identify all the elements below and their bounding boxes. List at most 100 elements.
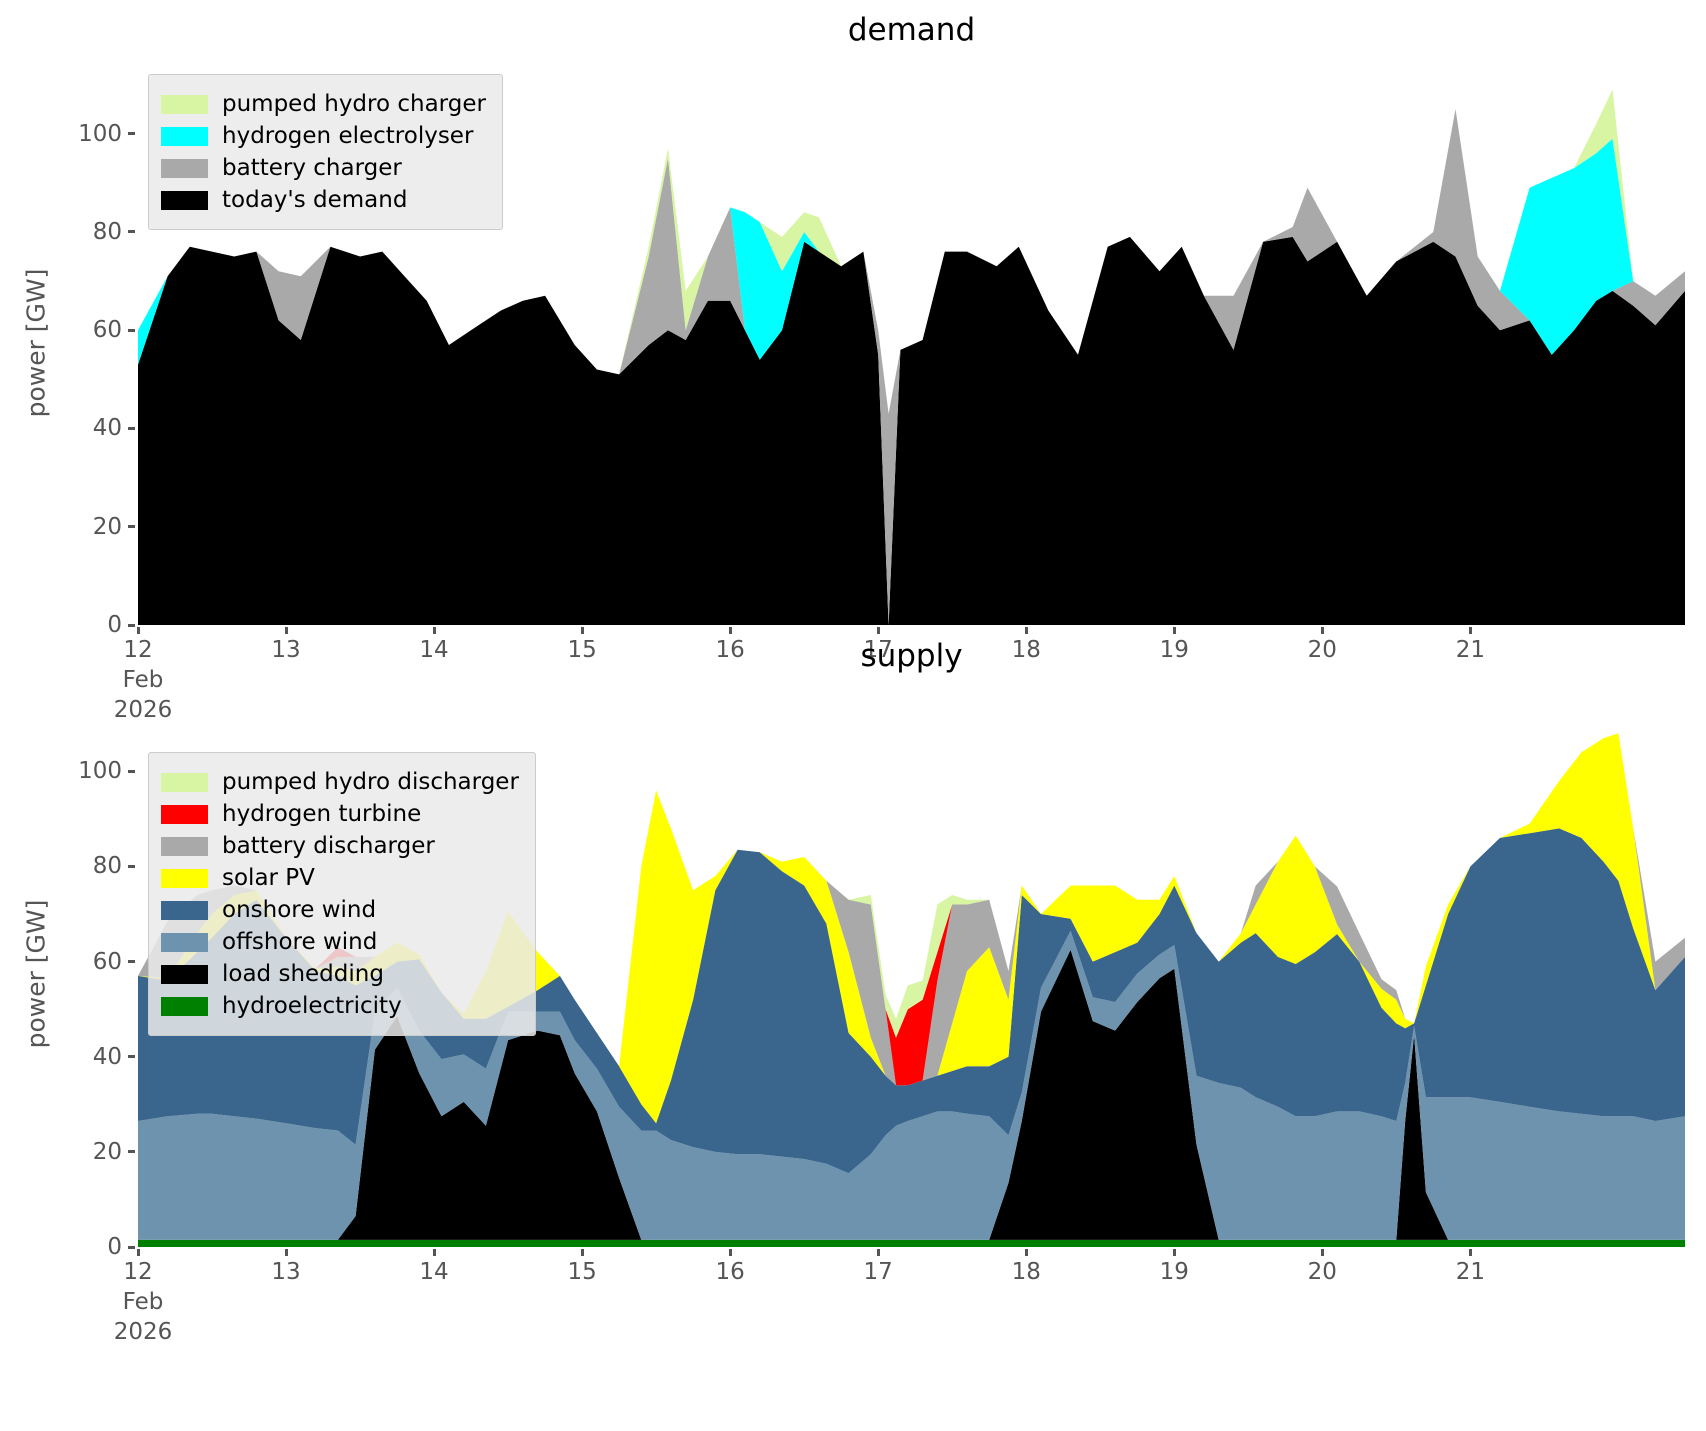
legend-item: hydrogen electrolyser (161, 123, 486, 149)
date-label: 2026 (113, 1319, 173, 1345)
x-tick-label: 19 (1159, 637, 1189, 663)
legend-swatch (161, 772, 208, 792)
legend-label: hydroelectricity (222, 993, 402, 1019)
y-tick-mark (128, 328, 135, 332)
legend-label: hydrogen turbine (222, 801, 422, 827)
legend-swatch (161, 804, 208, 824)
x-tick-label: 17 (863, 637, 893, 663)
y-tick-label: 60 (92, 948, 122, 975)
supply-title: supply (860, 638, 963, 674)
y-tick-label: 100 (78, 758, 122, 785)
legend-swatch (161, 94, 208, 114)
x-tick-mark (1320, 627, 1324, 634)
legend-label: battery discharger (222, 833, 435, 859)
legend-item: today's demand (161, 187, 486, 213)
supply-legend: pumped hydro discharger hydrogen turbine b… (148, 752, 536, 1036)
legend-swatch (161, 996, 208, 1016)
legend-item: solar PV (161, 865, 519, 891)
y-tick-label: 40 (92, 1043, 122, 1070)
x-tick-label: 14 (419, 637, 449, 663)
x-tick-mark (1024, 627, 1028, 634)
legend-swatch (161, 900, 208, 920)
legend-item: pumped hydro discharger (161, 769, 519, 795)
x-tick-mark (432, 627, 436, 634)
hydroelectricity-area (138, 1239, 1685, 1247)
y-tick-mark (128, 1055, 135, 1059)
legend-item: hydroelectricity (161, 993, 519, 1019)
legend-label: hydrogen electrolyser (222, 123, 474, 149)
x-tick-mark (1172, 627, 1176, 634)
x-tick-label: 19 (1159, 1259, 1189, 1285)
y-tick-mark (128, 769, 135, 773)
y-tick-mark (128, 864, 135, 868)
legend-label: pumped hydro charger (222, 91, 486, 117)
legend-item: load shedding (161, 961, 519, 987)
legend-swatch (161, 964, 208, 984)
x-tick-mark (728, 627, 732, 634)
y-tick-label: 60 (92, 317, 122, 344)
date-label: Feb (122, 667, 164, 693)
x-tick-label: 17 (863, 1259, 893, 1285)
x-tick-mark (136, 1249, 140, 1256)
legend-swatch (161, 932, 208, 952)
legend-item: offshore wind (161, 929, 519, 955)
legend-item: battery charger (161, 155, 486, 181)
y-tick-mark (128, 230, 135, 234)
x-tick-label: 13 (271, 1259, 301, 1285)
y-tick-mark (128, 132, 135, 136)
x-tick-mark (876, 627, 880, 634)
y-tick-label: 20 (92, 513, 122, 540)
x-tick-mark (1024, 1249, 1028, 1256)
x-tick-mark (1468, 1249, 1472, 1256)
x-tick-mark (1172, 1249, 1176, 1256)
legend-swatch (161, 868, 208, 888)
date-label: 2026 (113, 697, 173, 723)
x-tick-label: 21 (1455, 637, 1485, 663)
y-tick-label: 40 (92, 415, 122, 442)
legend-label: battery charger (222, 155, 402, 181)
x-tick-mark (1468, 627, 1472, 634)
x-tick-mark (432, 1249, 436, 1256)
y-tick-mark (128, 525, 135, 529)
x-tick-label: 18 (1011, 637, 1041, 663)
y-tick-mark (128, 1245, 135, 1249)
supply-stackplot (138, 733, 1685, 1247)
y-tick-label: 0 (107, 612, 122, 638)
legend-swatch (161, 836, 208, 856)
x-tick-mark (580, 627, 584, 634)
y-tick-mark (128, 426, 135, 430)
x-tick-mark (1320, 1249, 1324, 1256)
x-tick-label: 16 (715, 1259, 745, 1285)
load-shedding-area (138, 949, 1685, 1240)
x-tick-label: 15 (567, 1259, 597, 1285)
legend-label: solar PV (222, 865, 315, 891)
date-label: Feb (122, 1289, 164, 1315)
legend-swatch (161, 158, 208, 178)
onshore-wind-area (138, 828, 1685, 1174)
x-tick-mark (284, 627, 288, 634)
x-tick-label: 21 (1455, 1259, 1485, 1285)
legend-label: load shedding (222, 961, 384, 987)
legend-label: offshore wind (222, 929, 378, 955)
offshore-wind-area (138, 930, 1685, 1240)
legend-label: pumped hydro discharger (222, 769, 519, 795)
x-tick-label: 14 (419, 1259, 449, 1285)
y-tick-label: 80 (92, 853, 122, 880)
demand-title: demand (847, 12, 976, 48)
x-tick-label: 18 (1011, 1259, 1041, 1285)
legend-swatch (161, 190, 208, 210)
legend-swatch (161, 126, 208, 146)
x-tick-mark (136, 627, 140, 634)
legend-label: onshore wind (222, 897, 377, 923)
demand-legend: pumped hydro charger hydrogen electrolyse… (148, 74, 503, 230)
hydrogen-turbine-area (138, 733, 1685, 1086)
y-tick-label: 0 (107, 1234, 122, 1260)
y-tick-label: 20 (92, 1138, 122, 1165)
x-tick-label: 16 (715, 637, 745, 663)
pumped-hydro-discharger-area (138, 733, 1685, 1067)
x-tick-label: 12 (123, 1259, 153, 1285)
y-tick-label: 80 (92, 218, 122, 245)
legend-item: onshore wind (161, 897, 519, 923)
y-tick-mark (128, 960, 135, 964)
